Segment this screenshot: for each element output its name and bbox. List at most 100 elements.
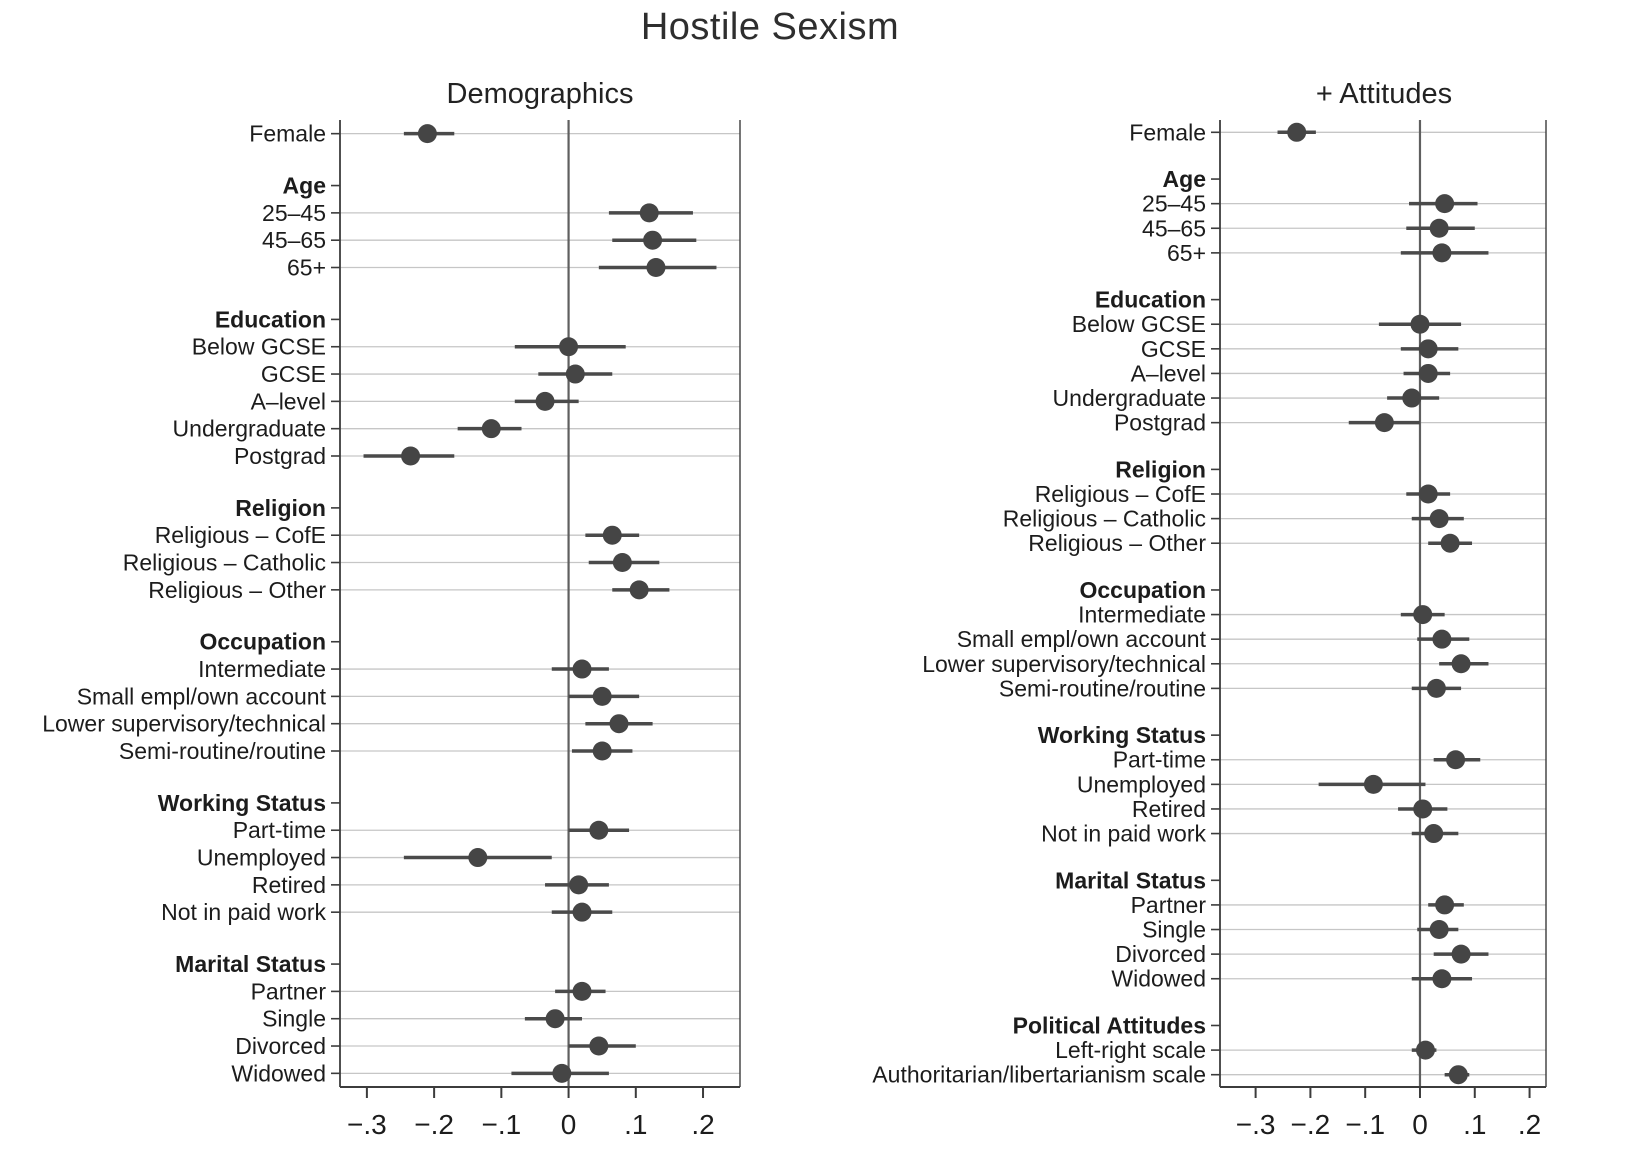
row-label: Part-time [233, 817, 326, 843]
row-label: 45–65 [1142, 215, 1206, 241]
point-estimate [1432, 243, 1452, 263]
row-label: Partner [1131, 892, 1207, 918]
point-estimate [612, 553, 632, 573]
row-label: Religious – CofE [155, 522, 326, 548]
row-label: Intermediate [1078, 602, 1206, 628]
point-estimate [481, 419, 501, 439]
point-estimate [468, 848, 488, 868]
row-label: 45–65 [262, 227, 326, 253]
x-tick-label: 0 [561, 1109, 577, 1140]
row-label: Divorced [1115, 941, 1206, 967]
point-estimate [1429, 509, 1449, 529]
x-tick-label: −.2 [414, 1109, 454, 1140]
section-header-label: Marital Status [175, 951, 326, 977]
row-label: Divorced [235, 1033, 326, 1059]
section-header-label: Religion [235, 495, 326, 521]
row-label: Intermediate [198, 656, 326, 682]
row-label: GCSE [261, 361, 326, 387]
row-label: Semi-routine/routine [999, 675, 1206, 701]
row-label: 25–45 [262, 200, 326, 226]
point-estimate [1410, 314, 1430, 334]
row-label: GCSE [1141, 336, 1206, 362]
point-estimate [1435, 895, 1455, 915]
x-tick-label: 0 [1412, 1109, 1428, 1140]
point-estimate [1451, 654, 1471, 674]
point-estimate [417, 124, 437, 144]
point-estimate [565, 364, 585, 384]
point-estimate [1363, 774, 1383, 794]
point-estimate [1435, 194, 1455, 214]
point-estimate [1402, 388, 1422, 408]
row-label: Partner [251, 978, 327, 1004]
point-estimate [1415, 1040, 1435, 1060]
point-estimate [1413, 799, 1433, 819]
point-estimate [1448, 1065, 1468, 1085]
row-label: 65+ [287, 255, 326, 281]
point-estimate [1418, 363, 1438, 383]
row-label: Religious – Other [1028, 530, 1206, 556]
row-label: Small empl/own account [957, 626, 1207, 652]
point-estimate [589, 820, 609, 840]
section-header-label: Marital Status [1055, 867, 1206, 893]
panel-title-demographics: Demographics [446, 78, 634, 110]
point-estimate [629, 580, 649, 600]
point-estimate [1429, 218, 1449, 238]
x-tick-label: .2 [1518, 1109, 1541, 1140]
x-tick-label: −.3 [347, 1109, 387, 1140]
point-estimate [572, 902, 592, 922]
row-label: Below GCSE [192, 334, 326, 360]
point-estimate [1446, 750, 1466, 770]
point-estimate [1287, 122, 1307, 142]
row-label: Retired [1132, 796, 1206, 822]
x-tick-label: −.2 [1291, 1109, 1331, 1140]
row-label: Widowed [231, 1060, 326, 1086]
point-estimate [401, 446, 421, 466]
point-estimate [1440, 533, 1460, 553]
row-label: Religious – CofE [1035, 481, 1206, 507]
point-estimate [1418, 484, 1438, 504]
row-label: Single [262, 1006, 326, 1032]
row-label: Small empl/own account [77, 683, 327, 709]
point-estimate [1429, 920, 1449, 940]
point-estimate [1424, 824, 1444, 844]
point-estimate [569, 875, 589, 895]
panel-title-attitudes: + Attitudes [1315, 78, 1453, 110]
point-estimate [1374, 413, 1394, 433]
x-tick-label: .2 [691, 1109, 714, 1140]
point-estimate [1418, 339, 1438, 359]
point-estimate [1426, 678, 1446, 698]
row-label: Unemployed [1077, 771, 1206, 797]
section-header-label: Occupation [1079, 577, 1206, 603]
x-tick-label: −.1 [481, 1109, 521, 1140]
row-label: Single [1142, 917, 1206, 943]
point-estimate [589, 1036, 609, 1056]
section-header-label: Occupation [199, 629, 326, 655]
point-estimate [1432, 969, 1452, 989]
point-estimate [646, 258, 666, 278]
point-estimate [602, 525, 622, 545]
section-header-label: Education [215, 306, 326, 332]
row-label: Female [1129, 119, 1206, 145]
section-header-label: Age [283, 173, 326, 199]
x-tick-label: −.1 [1345, 1109, 1385, 1140]
row-label: Semi-routine/routine [119, 738, 326, 764]
row-label: Postgrad [1114, 410, 1206, 436]
row-label: A–level [251, 388, 326, 414]
row-label: Postgrad [234, 443, 326, 469]
point-estimate [552, 1063, 572, 1083]
figure-title: Hostile Sexism [640, 6, 900, 48]
row-label: Lower supervisory/technical [42, 711, 326, 737]
row-label: Undergraduate [1053, 385, 1206, 411]
row-label: Authoritarian/libertarianism scale [872, 1062, 1206, 1088]
row-label: Unemployed [197, 845, 326, 871]
section-header-label: Religion [1115, 456, 1206, 482]
row-label: Widowed [1111, 966, 1206, 992]
row-label: Undergraduate [173, 416, 326, 442]
point-estimate [545, 1009, 565, 1029]
point-estimate [572, 659, 592, 679]
point-estimate [559, 337, 579, 357]
point-estimate [592, 741, 612, 761]
row-label: A–level [1131, 360, 1206, 386]
x-tick-label: .1 [1463, 1109, 1486, 1140]
